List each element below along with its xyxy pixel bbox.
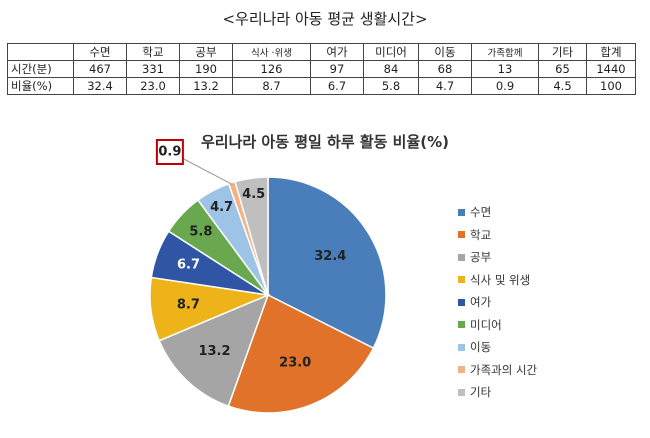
legend-swatch xyxy=(458,388,465,396)
legend-label: 학교 xyxy=(470,227,492,242)
data-label: 8.7 xyxy=(177,297,200,312)
pie-slice-2 xyxy=(227,293,375,414)
legend-label: 미디어 xyxy=(470,317,502,332)
table-row-header: 비율(%) xyxy=(7,77,74,95)
pie-slice-3 xyxy=(158,293,270,408)
table-cell: 6.7 xyxy=(310,77,364,95)
legend-swatch xyxy=(458,366,465,374)
stats-table: 수면 학교 공부 식사 ·위생 여가 미디어 이동 가족함께 기타 합계 시간(… xyxy=(7,43,636,95)
legend-swatch xyxy=(458,253,465,261)
table-row-minutes: 시간(분) 467 331 190 126 97 84 68 13 65 144… xyxy=(7,60,636,78)
data-label: 0.9 xyxy=(158,145,181,160)
legend-item: 이동 xyxy=(458,336,537,359)
leader-line xyxy=(181,157,233,186)
chart-title: 우리나라 아동 평일 하루 활동 비율(%) xyxy=(200,133,450,151)
pie-slice-9 xyxy=(234,176,269,296)
table-header-cell: 미디어 xyxy=(363,43,419,61)
legend-item: 미디어 xyxy=(458,314,537,337)
table-cell: 23.0 xyxy=(126,77,180,95)
legend-item: 여가 xyxy=(458,291,537,314)
legend-label: 기타 xyxy=(470,385,492,400)
legend-swatch xyxy=(458,276,465,284)
data-label: 32.4 xyxy=(314,249,346,264)
data-label: 23.0 xyxy=(279,355,311,370)
legend-item: 공부 xyxy=(458,246,537,269)
data-label: 6.7 xyxy=(177,258,200,273)
legend-item: 기타 xyxy=(458,381,537,404)
legend-item: 수면 xyxy=(458,201,537,224)
table-cell: 100 xyxy=(586,77,636,95)
data-label: 4.7 xyxy=(210,200,233,215)
table-cell: 65 xyxy=(538,60,587,78)
table-title: <우리나라 아동 평균 생활시간> xyxy=(222,10,428,28)
legend-swatch xyxy=(458,321,465,329)
table-cell: 4.5 xyxy=(538,77,587,95)
table-cell: 13.2 xyxy=(179,77,233,95)
table-cell: 5.8 xyxy=(363,77,419,95)
legend-label: 수면 xyxy=(470,205,492,220)
legend-label: 공부 xyxy=(470,250,492,265)
legend-label: 가족과의 시간 xyxy=(470,362,538,377)
table-cell: 32.4 xyxy=(73,77,127,95)
legend-label: 이동 xyxy=(470,340,492,355)
legend-swatch xyxy=(458,208,465,216)
data-label: 4.5 xyxy=(242,187,265,202)
legend-label: 식사 및 위생 xyxy=(470,272,531,287)
legend-item: 가족과의 시간 xyxy=(458,359,537,382)
legend-item: 식사 및 위생 xyxy=(458,269,537,292)
legend-item: 학교 xyxy=(458,224,537,247)
legend-label: 여가 xyxy=(470,295,492,310)
highlight-box xyxy=(155,139,184,165)
table-cell: 4.7 xyxy=(418,77,472,95)
data-label: 13.2 xyxy=(198,344,230,359)
pie-slice-1 xyxy=(267,176,387,350)
table-row-ratio: 비율(%) 32.4 23.0 13.2 8.7 6.7 5.8 4.7 0.9… xyxy=(7,77,636,95)
data-label: 5.8 xyxy=(189,225,212,240)
legend-swatch xyxy=(458,343,465,351)
legend-swatch xyxy=(458,231,465,239)
legend-swatch xyxy=(458,298,465,306)
